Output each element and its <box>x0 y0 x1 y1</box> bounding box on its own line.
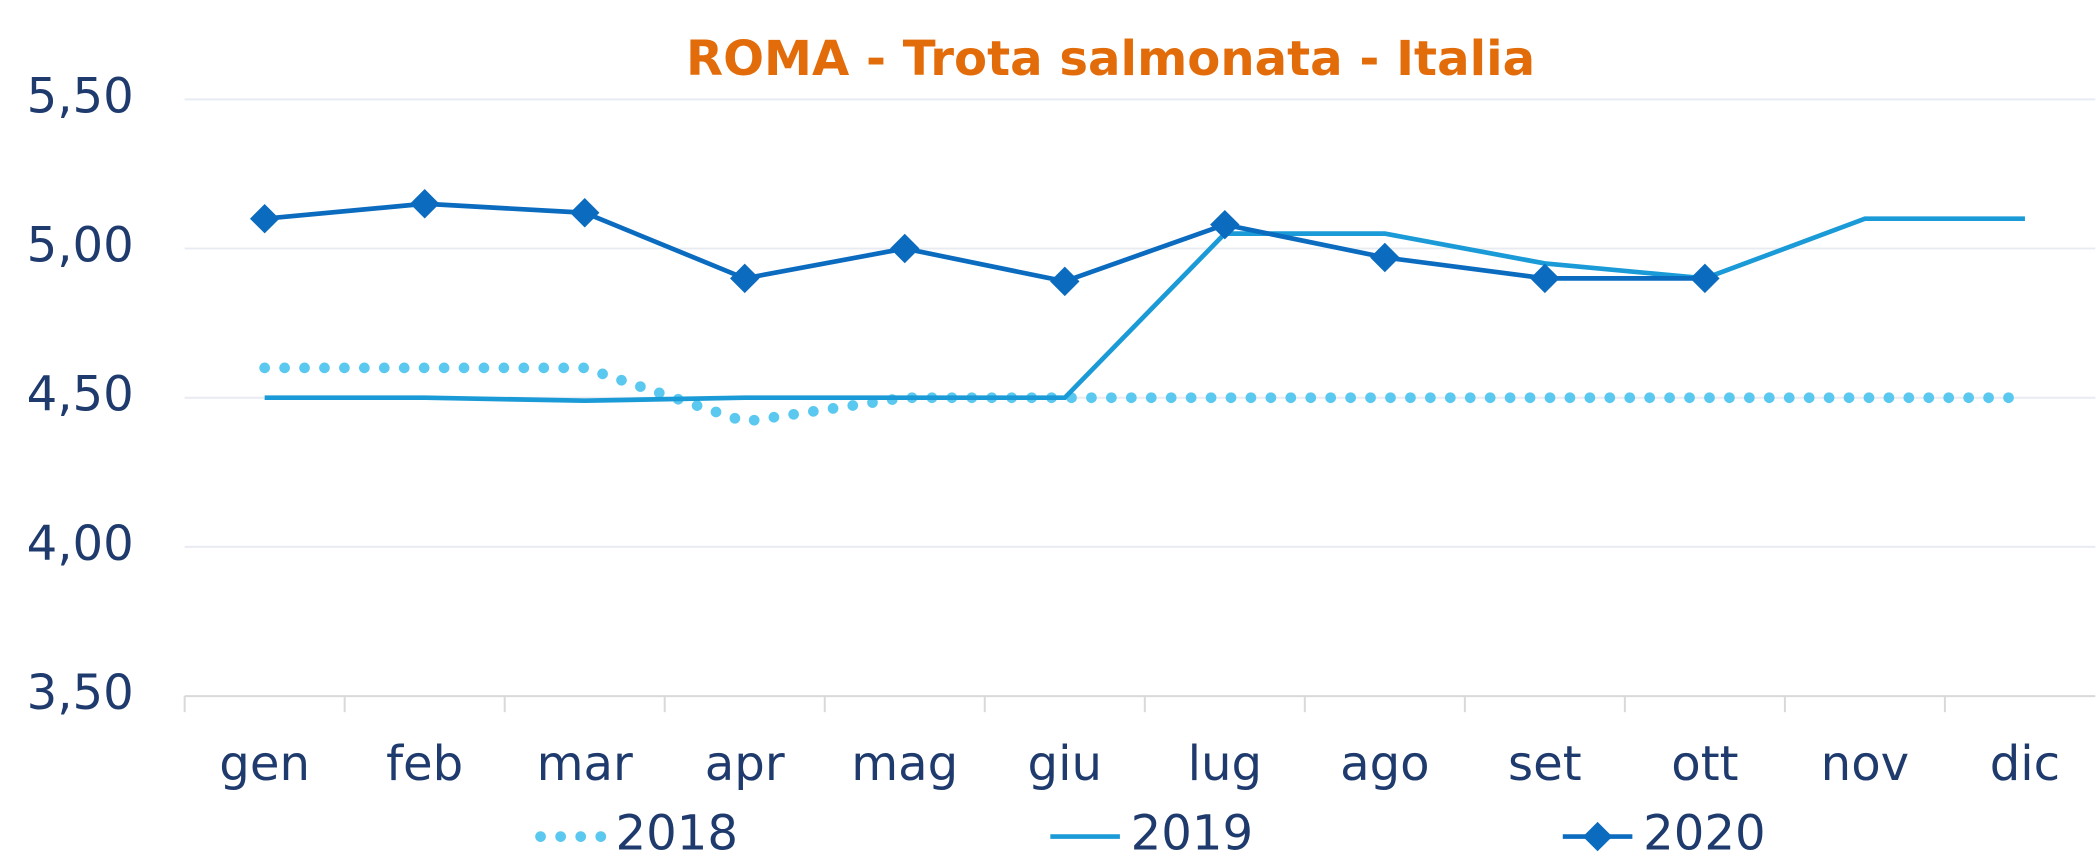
y-tick-label: 5,00 <box>27 218 134 274</box>
chart-title: ROMA - Trota salmonata - Italia <box>686 31 1535 87</box>
series-line <box>264 216 2025 404</box>
legend-label: 2019 <box>1131 806 1254 861</box>
x-tick-label: mag <box>851 736 958 792</box>
x-tick-label: mar <box>537 736 633 792</box>
marker <box>1210 209 1240 240</box>
series-line <box>259 362 2031 428</box>
marker <box>1530 263 1560 294</box>
x-tick-label: ago <box>1340 736 1430 792</box>
x-tick-label: ott <box>1671 736 1738 792</box>
marker <box>1050 266 1080 297</box>
x-tick-label: set <box>1508 736 1582 792</box>
legend-marker <box>1582 821 1613 852</box>
y-tick-label: 3,50 <box>27 665 134 721</box>
x-tick-label: feb <box>386 736 463 792</box>
y-tick-label: 4,00 <box>27 516 134 572</box>
y-tick-label: 5,50 <box>27 68 134 124</box>
x-tick-label: nov <box>1821 736 1909 792</box>
x-tick-label: lug <box>1188 736 1262 792</box>
y-tick-label: 4,50 <box>27 367 134 423</box>
legend-label: 2018 <box>615 806 738 861</box>
marker <box>409 189 440 219</box>
x-tick-label: apr <box>705 736 785 792</box>
x-tick-label: gen <box>219 736 310 792</box>
marker <box>890 233 920 264</box>
marker <box>569 198 600 228</box>
marker <box>1370 242 1400 273</box>
marker <box>249 203 280 234</box>
marker <box>730 263 760 294</box>
marker <box>1690 263 1720 294</box>
x-tick-label: giu <box>1028 736 1102 792</box>
x-tick-label: dic <box>1990 736 2060 792</box>
legend-label: 2020 <box>1643 806 1766 861</box>
series-line <box>264 201 1705 284</box>
